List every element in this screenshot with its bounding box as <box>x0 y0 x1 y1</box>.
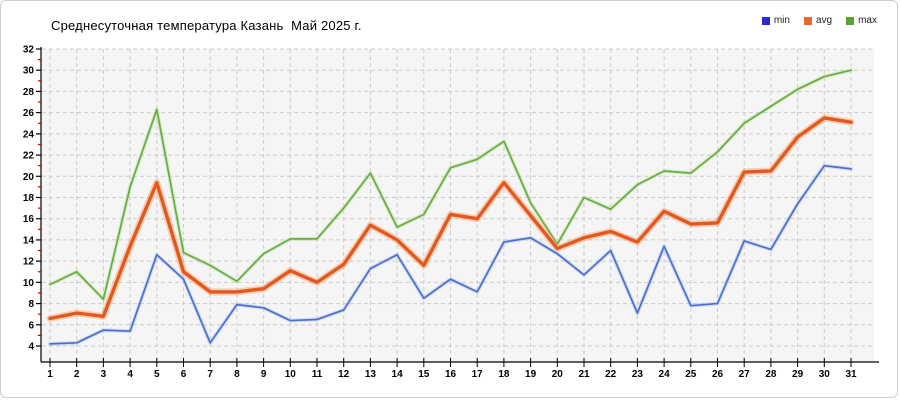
x-axis-label: 30 <box>819 369 831 380</box>
y-axis-label: 12 <box>23 257 35 268</box>
x-axis-label: 12 <box>338 369 350 380</box>
legend-min-swatch <box>761 16 770 25</box>
y-axis-label: 20 <box>23 172 35 183</box>
x-axis-label: 6 <box>181 369 187 380</box>
x-axis-label: 19 <box>525 369 537 380</box>
x-axis-label: 7 <box>207 369 213 380</box>
y-axis-label: 6 <box>28 320 34 331</box>
x-axis-label: 16 <box>445 369 457 380</box>
plot-background <box>41 49 874 362</box>
x-axis-label: 27 <box>739 369 751 380</box>
y-axis-label: 16 <box>23 214 35 225</box>
x-axis-label: 31 <box>845 369 857 380</box>
x-axis-label: 11 <box>312 369 323 380</box>
y-axis-label: 14 <box>23 235 35 246</box>
y-axis-label: 4 <box>28 342 34 353</box>
legend-item-avg[interactable]: avg <box>803 15 833 26</box>
x-axis-label: 24 <box>659 369 671 380</box>
x-axis-label: 23 <box>632 369 644 380</box>
x-axis-label: 20 <box>552 369 564 380</box>
x-axis-label: 2 <box>74 369 80 380</box>
legend-avg-label: avg <box>815 15 833 26</box>
x-axis-label: 15 <box>418 369 430 380</box>
max-series-line[interactable] <box>49 69 852 301</box>
legend-max-label: max <box>858 15 877 26</box>
x-axis-label: 8 <box>234 369 240 380</box>
x-axis-label: 3 <box>101 369 107 380</box>
legend-max-swatch <box>846 16 855 25</box>
y-axis-label: 22 <box>23 151 35 162</box>
x-axis-label: 14 <box>392 369 404 380</box>
legend-avg-swatch <box>803 16 812 25</box>
x-axis-label: 1 <box>47 369 53 380</box>
x-axis-label: 4 <box>127 369 133 380</box>
x-axis-label: 26 <box>712 369 724 380</box>
x-axis-label: 13 <box>365 369 377 380</box>
legend-item-min[interactable]: min <box>761 15 790 26</box>
legend-item-max[interactable]: max <box>846 15 877 26</box>
y-axis-label: 10 <box>23 278 35 289</box>
x-axis-label: 28 <box>765 369 777 380</box>
axes <box>40 47 879 363</box>
x-axis-label: 5 <box>154 369 160 380</box>
x-axis-label: 29 <box>792 369 804 380</box>
x-axis-label: 9 <box>261 369 267 380</box>
x-axis-label: 10 <box>285 369 297 380</box>
y-axis-label: 18 <box>23 193 35 204</box>
y-axis-label: 28 <box>23 87 35 98</box>
y-axis-label: 30 <box>23 66 35 77</box>
x-axis-label: 25 <box>685 369 697 380</box>
x-axis-label: 22 <box>605 369 617 380</box>
x-axis-label: 21 <box>578 369 590 380</box>
avg-series-line[interactable] <box>48 116 853 321</box>
x-axis-label: 18 <box>498 369 510 380</box>
y-axis-label: 8 <box>28 299 34 310</box>
y-axis-label: 26 <box>23 108 35 119</box>
ticks <box>36 48 852 367</box>
legend: min avg max <box>761 15 877 26</box>
y-axis-label: 32 <box>23 45 35 56</box>
x-axis-label: 17 <box>472 369 484 380</box>
legend-min-label: min <box>773 15 790 26</box>
y-axis-label: 24 <box>23 129 35 140</box>
min-series-line[interactable] <box>49 164 852 345</box>
chart-title: Среднесуточная температура Казань Май 20… <box>51 18 362 33</box>
